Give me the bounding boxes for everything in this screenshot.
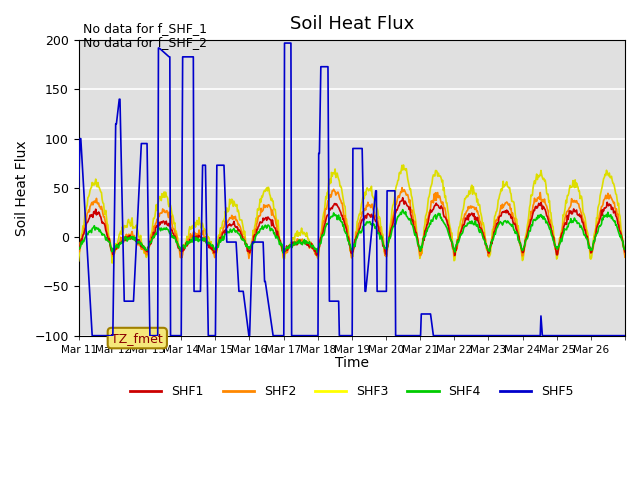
Y-axis label: Soil Heat Flux: Soil Heat Flux xyxy=(15,140,29,236)
Legend: SHF1, SHF2, SHF3, SHF4, SHF5: SHF1, SHF2, SHF3, SHF4, SHF5 xyxy=(125,380,579,403)
Title: Soil Heat Flux: Soil Heat Flux xyxy=(290,15,414,33)
Text: TZ_fmet: TZ_fmet xyxy=(111,332,163,345)
Text: No data for f_SHF_1: No data for f_SHF_1 xyxy=(83,22,207,35)
X-axis label: Time: Time xyxy=(335,356,369,370)
Text: No data for f_SHF_2: No data for f_SHF_2 xyxy=(83,36,207,49)
